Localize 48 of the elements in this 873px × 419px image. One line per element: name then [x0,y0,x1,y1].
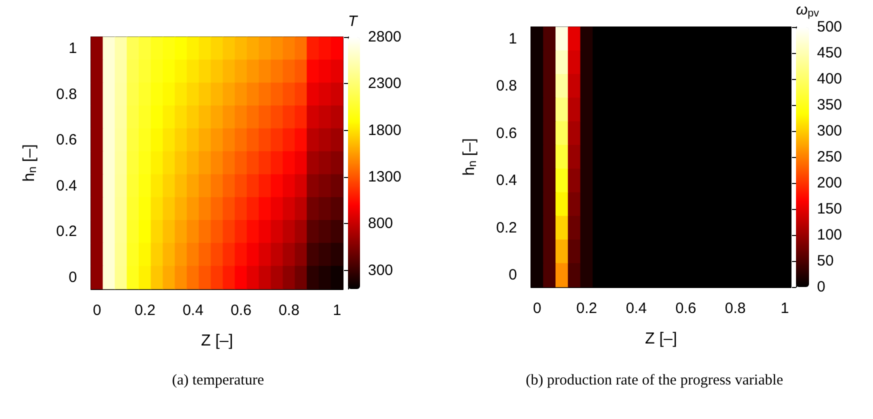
x-tick-label: 0 [92,302,102,319]
color-bar-label: 1800 [368,122,402,139]
y-tick-label: 0.4 [56,177,77,194]
y-tick-label: 0.8 [496,78,517,95]
x-tick-label: 0.4 [626,300,647,317]
color-bar-label: 150 [817,200,842,218]
x-tick-label: 0.8 [724,300,746,317]
x-tick-label: 0.8 [278,302,300,319]
y-tick-label: 0.2 [496,219,517,236]
color-bar-label: 2300 [368,75,402,92]
y-tick-label: 0 [508,266,517,284]
color-bar-label: 350 [817,96,842,114]
color-bar-label: 200 [817,174,842,192]
y-tick-label: 0 [68,269,77,286]
y-axis-title: hn [–] [20,144,39,182]
x-tick-label: 0.4 [182,302,204,319]
x-tick-label: 0.6 [675,300,696,317]
y-tick-label: 0.2 [56,223,77,240]
x-axis-title: Z [–] [200,332,234,350]
y-tick-label: 0.6 [496,124,517,142]
x-tick-label: 1 [332,302,342,319]
color-bar-label: 300 [817,122,842,140]
y-tick-label: 1 [68,40,77,57]
color-bar-label: 450 [817,44,842,62]
y-tick-label: 0.4 [496,172,517,190]
x-tick-label: 1 [780,300,789,317]
color-bar-label: 250 [817,148,842,166]
color-bar-label: 50 [817,252,834,270]
y-tick-label: 1 [508,30,517,48]
color-bar-title: T [348,13,359,30]
color-bar-label: 500 [817,18,842,36]
y-axis-title: hn [–] [460,138,479,176]
x-tick-label: 0.2 [134,302,156,319]
x-tick-label: 0 [533,300,542,317]
color-bar-label: 2800 [368,28,402,46]
text: (a) temperature [172,372,264,388]
color-bar-label: 800 [368,215,394,232]
y-tick-label: 0.8 [56,86,77,103]
color-bar-label: 1300 [368,168,402,186]
color-bar-label: 300 [368,262,394,279]
x-tick-label: 0.6 [230,302,252,319]
color-bar-label: 100 [817,226,842,244]
color-bar-label: 400 [817,70,842,88]
text: (b) production rate of the progress variable [526,372,784,388]
x-tick-label: 0.2 [576,300,598,317]
color-bar-label: 0 [817,278,826,296]
x-axis-title: Z [–] [644,330,678,348]
y-tick-label: 0.6 [56,132,77,149]
